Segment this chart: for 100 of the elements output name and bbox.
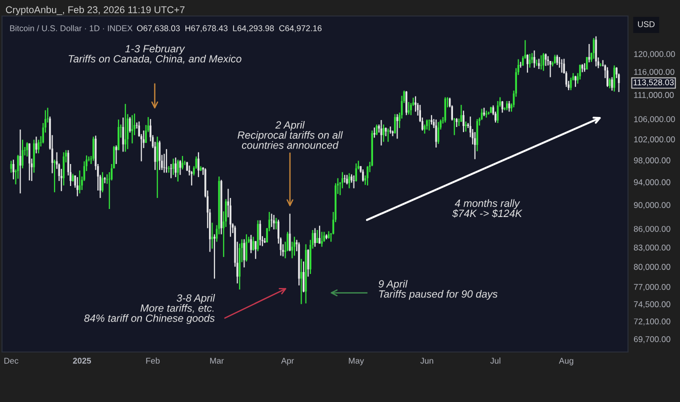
- candlestick: [246, 234, 248, 262]
- candlestick: [588, 43, 590, 63]
- y-tick-label: 120,000.00: [634, 51, 675, 58]
- x-tick-label: Jul: [490, 358, 500, 364]
- candlestick: [352, 174, 355, 189]
- candlestick: [166, 148, 168, 174]
- y-tick-label: 94,000.00: [634, 179, 670, 186]
- candlestick: [435, 118, 437, 148]
- candlestick: [182, 155, 184, 170]
- candlestick: [314, 228, 316, 248]
- text: O67,638.03 H67,678.43 L64,293.98 C64,972.16: [136, 25, 322, 32]
- candlestick: [92, 136, 94, 162]
- candlestick: [288, 213, 291, 252]
- candlestick: [291, 241, 294, 259]
- candlestick: [538, 58, 540, 70]
- candlestick: [344, 174, 346, 184]
- candlestick: [318, 225, 320, 244]
- y-tick-label: 106,000.00: [634, 116, 675, 124]
- y-tick-label: 72,100.00: [634, 318, 670, 326]
- candlestick: [33, 139, 35, 174]
- y-tick-label: 80,000.00: [634, 264, 670, 271]
- candlestick: [264, 237, 266, 244]
- candlestick: [355, 162, 358, 182]
- candlestick: [12, 159, 14, 180]
- candlestick: [198, 152, 200, 178]
- annotation: 4 months rally $74K -> $124K: [452, 199, 522, 218]
- candlestick: [373, 126, 376, 138]
- x-tick-label: Feb: [146, 358, 160, 364]
- text: 113,528.03: [634, 79, 674, 86]
- y-tick-label: 69,700.00: [634, 336, 670, 344]
- annotation: 1-3 February Tariffs on Canada, China, and Mexico: [68, 44, 242, 64]
- candlestick: [129, 116, 131, 134]
- candlestick: [366, 166, 368, 186]
- text: Bitcoin / U.S. Dollar · 1D · INDEX: [10, 25, 133, 32]
- x-tick-label: Mar: [210, 358, 224, 364]
- candlestick: [186, 161, 188, 172]
- y-tick-label: 116,000.00: [634, 68, 674, 76]
- annotation: 9 April Tariffs paused for 90 days: [378, 280, 498, 300]
- candlestick: [506, 100, 508, 111]
- x-tick-label: Dec: [4, 358, 18, 364]
- candlestick: [362, 168, 364, 182]
- x-tick-label: Jun: [420, 358, 434, 364]
- candlestick: [170, 163, 172, 179]
- candlestick: [426, 118, 428, 130]
- candlestick: [294, 236, 296, 256]
- candlestick: [560, 58, 563, 74]
- candlestick: [437, 121, 440, 144]
- y-tick-label: 111,000.00: [634, 92, 674, 99]
- candlestick: [177, 159, 179, 182]
- y-tick-label: 102,000.00: [634, 136, 675, 144]
- candlestick: [414, 96, 416, 112]
- candlestick: [102, 172, 104, 193]
- text: CryptoAnbu_, Feb 23, 2026 11:19 UTC+7: [6, 6, 184, 16]
- candlestick: [163, 153, 166, 174]
- annotation: 3-8 April More tariffs, etc. 84% tariff on Chinese goods: [84, 294, 216, 324]
- y-tick-label: 98,000.00: [634, 157, 670, 164]
- text: USD: [638, 21, 655, 28]
- candlestick: [10, 160, 12, 174]
- candlestick: [124, 103, 126, 152]
- candlestick: [346, 174, 348, 185]
- candlestick: [254, 240, 257, 260]
- candlestick: [405, 90, 408, 116]
- candlestick: [172, 158, 174, 176]
- candlestick: [275, 217, 278, 230]
- candlestick: [158, 140, 161, 171]
- candlestick: [540, 54, 542, 70]
- candlestick: [606, 66, 608, 88]
- candlestick: [531, 52, 533, 64]
- candlestick: [302, 260, 304, 293]
- candlestick: [382, 124, 384, 142]
- candlestick: [570, 77, 572, 91]
- candlestick: [462, 110, 464, 133]
- candlestick: [387, 128, 390, 142]
- candlestick: [298, 242, 300, 286]
- candlestick: [22, 139, 24, 169]
- candlestick: [430, 114, 432, 126]
- x-tick-label: Apr: [281, 358, 294, 366]
- x-tick-label: 2025: [72, 358, 91, 364]
- y-tick-label: 90,000.00: [634, 202, 670, 209]
- candlestick: [586, 56, 588, 70]
- candlestick: [174, 157, 177, 178]
- candlestick: [579, 64, 581, 80]
- candlestick: [38, 139, 40, 154]
- candlestick: [250, 234, 252, 254]
- candlestick: [76, 176, 78, 197]
- candlestick: [394, 114, 396, 134]
- x-tick-label: Aug: [558, 358, 574, 366]
- candlestick: [307, 248, 310, 278]
- candlestick: [474, 132, 476, 160]
- candlestick: [542, 52, 544, 72]
- candlestick: [501, 100, 504, 114]
- candlestick: [320, 231, 323, 248]
- candlestick: [270, 213, 273, 228]
- candlestick: [26, 142, 28, 158]
- candlestick: [272, 214, 275, 230]
- y-tick-label: 83,000.00: [634, 244, 670, 252]
- candlestick: [453, 118, 456, 136]
- candlestick: [526, 54, 528, 74]
- y-tick-label: 77,000.00: [634, 284, 670, 291]
- annotation: 2 April Reciprocal tariffs on all countries announced: [238, 121, 343, 149]
